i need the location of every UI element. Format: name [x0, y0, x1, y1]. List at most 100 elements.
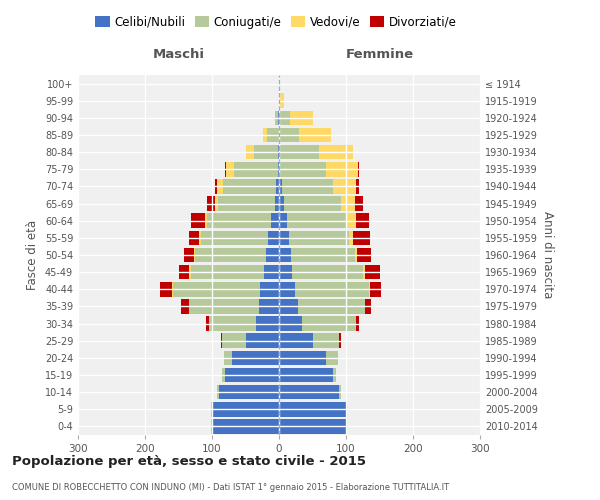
Bar: [245, 334, 279, 348]
Bar: [279, 248, 291, 262]
Bar: [299, 128, 331, 142]
Bar: [280, 162, 326, 176]
Bar: [199, 230, 200, 245]
Bar: [363, 265, 365, 280]
Bar: [284, 196, 341, 211]
Bar: [209, 316, 256, 331]
Bar: [279, 145, 280, 160]
Bar: [279, 196, 284, 211]
Bar: [358, 248, 371, 262]
Bar: [279, 265, 292, 280]
Bar: [181, 299, 188, 314]
Bar: [365, 265, 380, 280]
Bar: [356, 316, 359, 331]
Y-axis label: Fasce di età: Fasce di età: [26, 220, 39, 290]
Text: Popolazione per età, sesso e stato civile - 2015: Popolazione per età, sesso e stato civil…: [12, 454, 366, 468]
Bar: [195, 248, 266, 262]
Bar: [256, 316, 279, 331]
Legend: Celibi/Nubili, Coniugati/e, Vedovi/e, Divorziati/e: Celibi/Nubili, Coniugati/e, Vedovi/e, Di…: [91, 11, 461, 34]
Bar: [173, 282, 260, 296]
Bar: [260, 282, 279, 296]
Bar: [234, 162, 278, 176]
Bar: [279, 299, 298, 314]
Bar: [218, 385, 279, 400]
Bar: [218, 196, 275, 211]
Bar: [346, 419, 347, 434]
Bar: [200, 230, 268, 245]
Bar: [212, 402, 279, 416]
Bar: [280, 145, 319, 160]
Bar: [217, 385, 218, 400]
Bar: [211, 402, 212, 416]
Bar: [295, 282, 369, 296]
Bar: [289, 230, 349, 245]
Bar: [279, 402, 346, 416]
Bar: [222, 334, 245, 348]
Bar: [189, 265, 191, 280]
Bar: [212, 419, 279, 434]
Bar: [208, 214, 271, 228]
Bar: [222, 368, 226, 382]
Bar: [279, 368, 332, 382]
Bar: [279, 282, 295, 296]
Bar: [280, 110, 290, 125]
Bar: [278, 162, 279, 176]
Bar: [206, 316, 209, 331]
Bar: [290, 110, 313, 125]
Bar: [217, 179, 223, 194]
Bar: [353, 230, 370, 245]
Bar: [280, 94, 284, 108]
Bar: [278, 110, 279, 125]
Bar: [189, 230, 199, 245]
Bar: [191, 214, 205, 228]
Bar: [279, 179, 283, 194]
Bar: [370, 282, 381, 296]
Bar: [291, 248, 355, 262]
Bar: [275, 196, 279, 211]
Bar: [279, 350, 326, 365]
Bar: [346, 214, 356, 228]
Bar: [326, 162, 358, 176]
Bar: [346, 402, 347, 416]
Bar: [278, 145, 279, 160]
Bar: [341, 196, 355, 211]
Bar: [340, 334, 341, 348]
Bar: [319, 145, 353, 160]
Bar: [279, 385, 340, 400]
Bar: [191, 265, 264, 280]
Bar: [355, 248, 358, 262]
Bar: [205, 214, 208, 228]
Bar: [215, 179, 217, 194]
Bar: [246, 145, 254, 160]
Bar: [355, 196, 364, 211]
Bar: [287, 214, 346, 228]
Bar: [279, 214, 287, 228]
Bar: [160, 282, 172, 296]
Bar: [279, 110, 280, 125]
Text: COMUNE DI ROBECCHETTO CON INDUNO (MI) - Dati ISTAT 1° gennaio 2015 - Elaborazion: COMUNE DI ROBECCHETTO CON INDUNO (MI) - …: [12, 484, 449, 492]
Bar: [369, 282, 370, 296]
Bar: [277, 179, 279, 194]
Bar: [298, 299, 365, 314]
Bar: [226, 162, 234, 176]
Bar: [279, 230, 289, 245]
Bar: [226, 368, 279, 382]
Text: Femmine: Femmine: [346, 48, 413, 62]
Bar: [340, 385, 341, 400]
Bar: [194, 248, 195, 262]
Bar: [332, 368, 336, 382]
Bar: [184, 248, 194, 262]
Bar: [254, 145, 278, 160]
Bar: [215, 196, 218, 211]
Bar: [292, 265, 363, 280]
Bar: [224, 350, 232, 365]
Bar: [356, 179, 359, 194]
Y-axis label: Anni di nascita: Anni di nascita: [541, 212, 554, 298]
Bar: [188, 299, 259, 314]
Bar: [356, 214, 370, 228]
Bar: [358, 162, 359, 176]
Bar: [268, 230, 279, 245]
Bar: [259, 299, 279, 314]
Bar: [264, 265, 279, 280]
Bar: [223, 179, 277, 194]
